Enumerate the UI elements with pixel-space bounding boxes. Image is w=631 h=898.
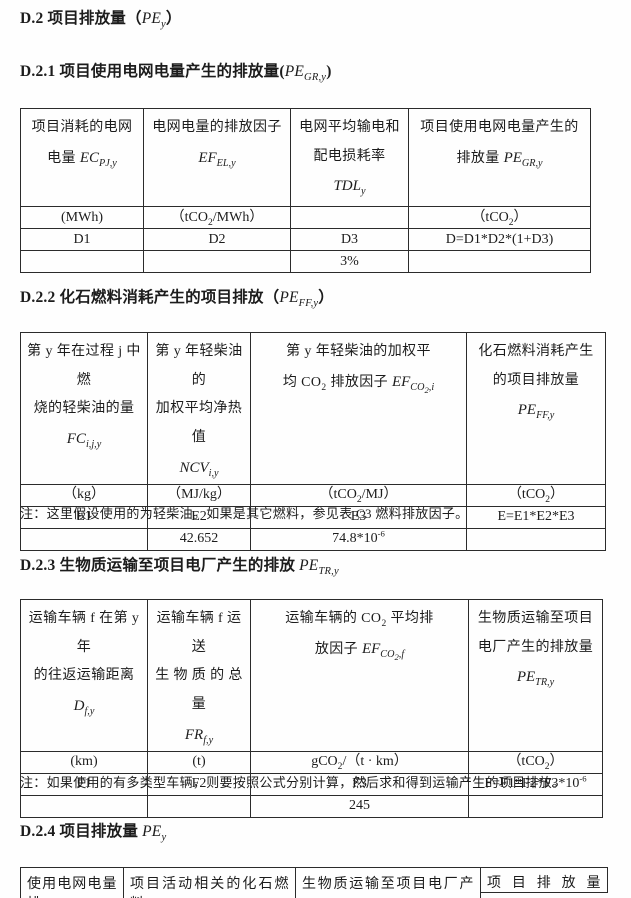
table-cell: [147, 794, 251, 818]
table-cell: [143, 250, 291, 273]
table-header-cell: 电网电量的排放因子 EFEL,y: [143, 108, 291, 207]
table-header-row: 项目消耗的电网 电量 ECPJ,y 电网电量的排放因子 EFEL,y 电网平均输电和…: [20, 108, 591, 207]
table-cell: （tCO2）: [466, 483, 606, 507]
table-cell: 42.652: [147, 527, 251, 551]
table-value-row: 3%: [20, 250, 591, 273]
table-cell: F1: [20, 772, 148, 796]
table-cell: （tCO2/MWh）: [143, 206, 291, 229]
table-cell: F3: [250, 772, 469, 796]
heading-d24: D.2.4 项目排放量 PEy: [20, 823, 167, 844]
table-header-cell: 使用电网电量排: [20, 867, 124, 898]
table-header-cell: 第 y 年轻柴油的 加权平均净热值 NCVi,y: [147, 332, 251, 485]
table-header-cell: 项目使用电网电量产生的 排放量 PEGR,y: [408, 108, 591, 207]
table-value-row: 245: [20, 794, 603, 818]
heading-d2: D.2 项目排放量（PEy）: [20, 10, 182, 31]
note-vehicle: 注：如果使用的有多类型车辆，则要按照公式分别计算，然后求和得到运输产生的项目排放…: [20, 775, 566, 790]
table-cell: [290, 206, 409, 229]
table-header-cell: 化石燃料消耗产生 的项目排放量 PEFF,y: [466, 332, 606, 485]
table-cell: 3%: [290, 250, 409, 273]
table-cell: D3: [290, 228, 409, 251]
table-cell: （tCO2）: [468, 750, 603, 774]
table-variable-row: D1 D2 D3 D=D1*D2*(1+D3): [20, 228, 591, 251]
table-cell: E=E1*E2*E3: [466, 505, 606, 529]
table-cell: D2: [143, 228, 291, 251]
table-cell: （MJ/kg）: [147, 483, 251, 507]
table-cell: 245: [250, 794, 469, 818]
table-header-cell: 运输车辆 f 运送生 物 质 的 总 量 FRf,y: [147, 599, 251, 752]
table-value-row: 42.652 74.8*10-6: [20, 527, 606, 551]
table-cell: [468, 794, 603, 818]
table-biomass-transport-emissions: 运输车辆 f 在第 y 年的往返运输距离 Df,y 运输车辆 f 运送生 物 质…: [20, 599, 603, 818]
table-header-cell: 运输车辆的 CO2 平均排 放因子 EFCO2,f: [250, 599, 469, 752]
table-cell: D=D1*D2*(1+D3): [408, 228, 591, 251]
table-header-cell: 生物质运输至项目 电厂产生的排放量 PETR,y: [468, 599, 603, 752]
table-cell: (MWh): [20, 206, 144, 229]
table-cell: [408, 250, 591, 273]
table-header-cell: 第 y 年轻柴油的加权平均 CO2 排放因子 EFCO2,i: [250, 332, 467, 485]
table-header-row: 运输车辆 f 在第 y 年的往返运输距离 Df,y 运输车辆 f 运送生 物 质…: [20, 599, 603, 752]
table-header-cell: 电网平均输电和 配电损耗率 TDLy: [290, 108, 409, 207]
table-grid-electricity-emissions: 项目消耗的电网 电量 ECPJ,y 电网电量的排放因子 EFEL,y 电网平均输电和…: [20, 108, 591, 273]
table-cell: (km): [20, 750, 148, 774]
table-unit-row: (km) (t) gCO2/（t · km） （tCO2）: [20, 750, 603, 774]
table-unit-row: （kg） （MJ/kg） （tCO2/MJ） （tCO2）: [20, 483, 606, 507]
table-cell: [20, 527, 148, 551]
table-header-cell: 项目活动相关的化石燃料: [123, 867, 296, 898]
table-cell: [466, 527, 606, 551]
note-fuel: 注：这里假设使用的为轻柴油。如果是其它燃料，参见表 C3 燃料排放因子。: [20, 506, 469, 521]
table-cell: [20, 794, 148, 818]
table-header-row: 使用电网电量排 项目活动相关的化石燃料 生物质运输至项目电厂产 项目排放量: [20, 867, 611, 898]
table-cell: （tCO2）: [408, 206, 591, 229]
table-variable-row: F1 F2 F3 F=F1*F2*F3*10-6: [20, 772, 603, 796]
table-total-project-emissions: 使用电网电量排 项目活动相关的化石燃料 生物质运输至项目电厂产 项目排放量: [20, 867, 611, 898]
table-header-cell: 项目排放量: [480, 867, 608, 893]
table-cell: 74.8*10-6: [250, 527, 467, 551]
table-fossil-fuel-emissions: 第 y 年在过程 j 中燃 烧的轻柴油的量 FCi,j,y 第 y 年轻柴油的 加权平…: [20, 332, 606, 551]
table-cell: [20, 250, 144, 273]
table-unit-row: (MWh) （tCO2/MWh） （tCO2）: [20, 206, 591, 229]
table-cell: (t): [147, 750, 251, 774]
heading-d21: D.2.1 项目使用电网电量产生的排放量(PEGR,y): [20, 63, 332, 84]
table-header-row: 第 y 年在过程 j 中燃 烧的轻柴油的量 FCi,j,y 第 y 年轻柴油的 加权平…: [20, 332, 606, 485]
heading-d23: D.2.3 生物质运输至项目电厂产生的排放 PETR,y: [20, 557, 339, 578]
table-cell: gCO2/（t · km）: [250, 750, 469, 774]
table-header-cell: 项目消耗的电网 电量 ECPJ,y: [20, 108, 144, 207]
table-cell: D1: [20, 228, 144, 251]
table-header-cell: 生物质运输至项目电厂产: [295, 867, 481, 898]
table-header-cell: 运输车辆 f 在第 y 年的往返运输距离 Df,y: [20, 599, 148, 752]
table-header-cell: 第 y 年在过程 j 中燃 烧的轻柴油的量 FCi,j,y: [20, 332, 148, 485]
heading-d22: D.2.2 化石燃料消耗产生的项目排放（PEFF,y）: [20, 289, 334, 310]
